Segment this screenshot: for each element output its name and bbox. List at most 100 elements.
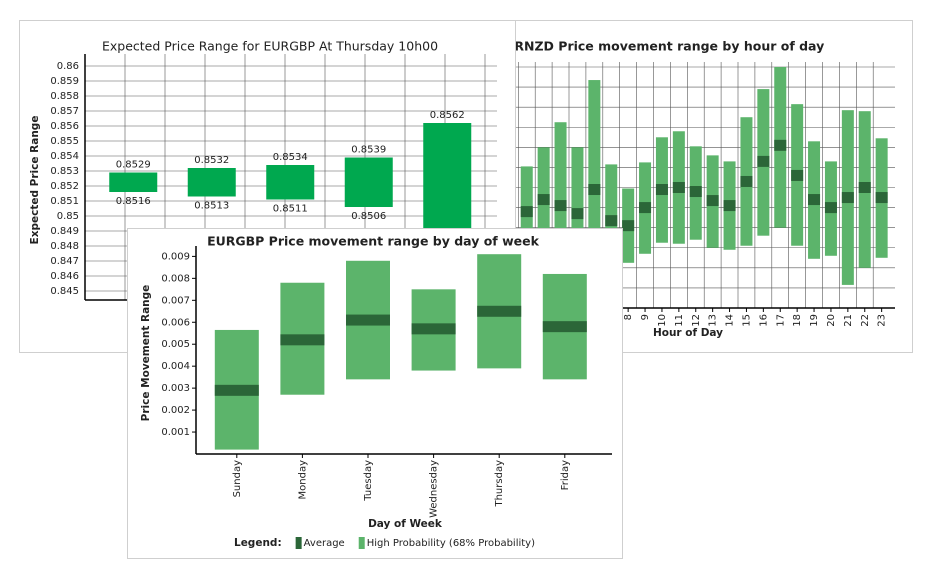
x-tick-label: 12 [691, 314, 702, 327]
y-tick-label: 0.002 [161, 405, 190, 416]
average-band [411, 323, 456, 335]
y-tick-label: 0.009 [161, 251, 190, 262]
average-band [622, 220, 635, 232]
average-band [214, 384, 259, 396]
average-band [841, 192, 854, 204]
y-tick-label: 0.853 [50, 166, 79, 177]
x-tick-label: 23 [877, 314, 888, 327]
x-tick-label: Sunday [232, 460, 243, 497]
average-band [520, 206, 533, 218]
x-tick-label: 11 [674, 314, 685, 327]
y-tick-label: 0.006 [161, 317, 190, 328]
y-tick-label: 0.846 [50, 271, 79, 282]
x-tick-label: 22 [860, 314, 871, 327]
y-tick-label: 0.852 [50, 181, 79, 192]
probability-range [554, 122, 567, 238]
average-band [706, 195, 719, 207]
y-tick-label: 0.003 [161, 383, 190, 394]
range-bar [109, 172, 158, 192]
x-tick-label: Friday [560, 460, 571, 490]
range-bar [266, 165, 315, 200]
range-bar [344, 157, 393, 207]
average-band [689, 186, 702, 198]
average-band [858, 182, 871, 193]
high-label: 0.8534 [273, 152, 308, 163]
probability-range [537, 147, 550, 230]
average-band [571, 208, 584, 220]
average-band [774, 139, 787, 151]
y-tick-label: 0.848 [50, 241, 79, 252]
y-tick-label: 0.849 [50, 226, 79, 237]
average-band [740, 175, 753, 187]
chart-title: EURGBP Price movement range by day of we… [207, 234, 540, 249]
x-tick-label: 19 [809, 314, 820, 327]
high-label: 0.8532 [194, 155, 229, 166]
average-band [537, 194, 550, 206]
probability-range [588, 80, 601, 232]
y-tick-label: 0.85 [57, 211, 79, 222]
average-band [824, 202, 837, 214]
average-band [605, 215, 618, 227]
y-tick-label: 0.845 [50, 286, 79, 297]
y-tick-label: 0.856 [50, 121, 79, 132]
average-band [588, 184, 601, 196]
y-tick-label: 0.005 [161, 339, 190, 350]
low-label: 0.8506 [351, 211, 386, 222]
x-tick-label: 15 [741, 314, 752, 327]
x-tick-label: 10 [657, 314, 668, 327]
y-tick-label: 0.004 [161, 361, 190, 372]
average-band [723, 200, 736, 212]
legend-title: Legend: [234, 537, 282, 549]
average-band [808, 194, 821, 206]
average-band [542, 321, 587, 333]
x-tick-label: Wednesday [429, 460, 440, 518]
x-tick-label: 20 [826, 314, 837, 327]
average-band [639, 202, 652, 214]
range-bar [423, 123, 472, 242]
average-band [346, 314, 390, 326]
x-tick-label: Monday [297, 460, 308, 500]
average-band [672, 182, 685, 193]
probability-range [571, 147, 584, 240]
y-tick-label: 0.847 [50, 256, 79, 267]
range-bar [187, 168, 236, 197]
y-tick-label: 0.001 [161, 427, 190, 438]
x-axis-label: Day of Week [368, 518, 443, 530]
legend-swatch [295, 537, 302, 549]
y-tick-label: 0.854 [50, 151, 79, 162]
legend-label: High Probability (68% Probability) [367, 538, 535, 549]
high-label: 0.8562 [430, 110, 465, 121]
x-tick-label: 14 [725, 314, 736, 327]
y-axis-label: Price Movement Range [140, 285, 152, 422]
low-label: 0.8516 [116, 196, 151, 207]
x-axis-label: Hour of Day [653, 327, 723, 339]
average-band [757, 155, 770, 167]
average-band [791, 169, 804, 181]
x-tick-label: 18 [792, 314, 803, 327]
x-tick-label: Tuesday [363, 460, 374, 502]
low-label: 0.8511 [273, 204, 308, 215]
average-band [280, 334, 325, 346]
average-band [554, 200, 567, 212]
x-tick-label: 13 [708, 314, 719, 327]
y-tick-label: 0.86 [57, 61, 79, 72]
average-band [875, 192, 888, 204]
x-tick-label: 8 [623, 314, 634, 320]
y-tick-label: 0.858 [50, 91, 79, 102]
y-tick-label: 0.855 [50, 136, 79, 147]
y-tick-label: 0.851 [50, 196, 79, 207]
chart-panel: 0.001 0.002 0.003 0.004 0.005 0.006 0.007 0.008… [127, 228, 623, 559]
average-band [655, 184, 668, 196]
y-tick-label: 0.008 [161, 273, 190, 284]
y-tick-label: 0.007 [161, 295, 190, 306]
x-tick-label: 21 [843, 314, 854, 327]
high-label: 0.8539 [351, 145, 386, 156]
x-tick-label: Thursday [494, 460, 505, 508]
legend-label: Average [304, 538, 345, 549]
x-tick-label: 9 [640, 314, 651, 320]
low-label: 0.8513 [194, 201, 229, 212]
x-tick-label: 16 [758, 314, 769, 327]
legend-swatch [358, 537, 365, 549]
